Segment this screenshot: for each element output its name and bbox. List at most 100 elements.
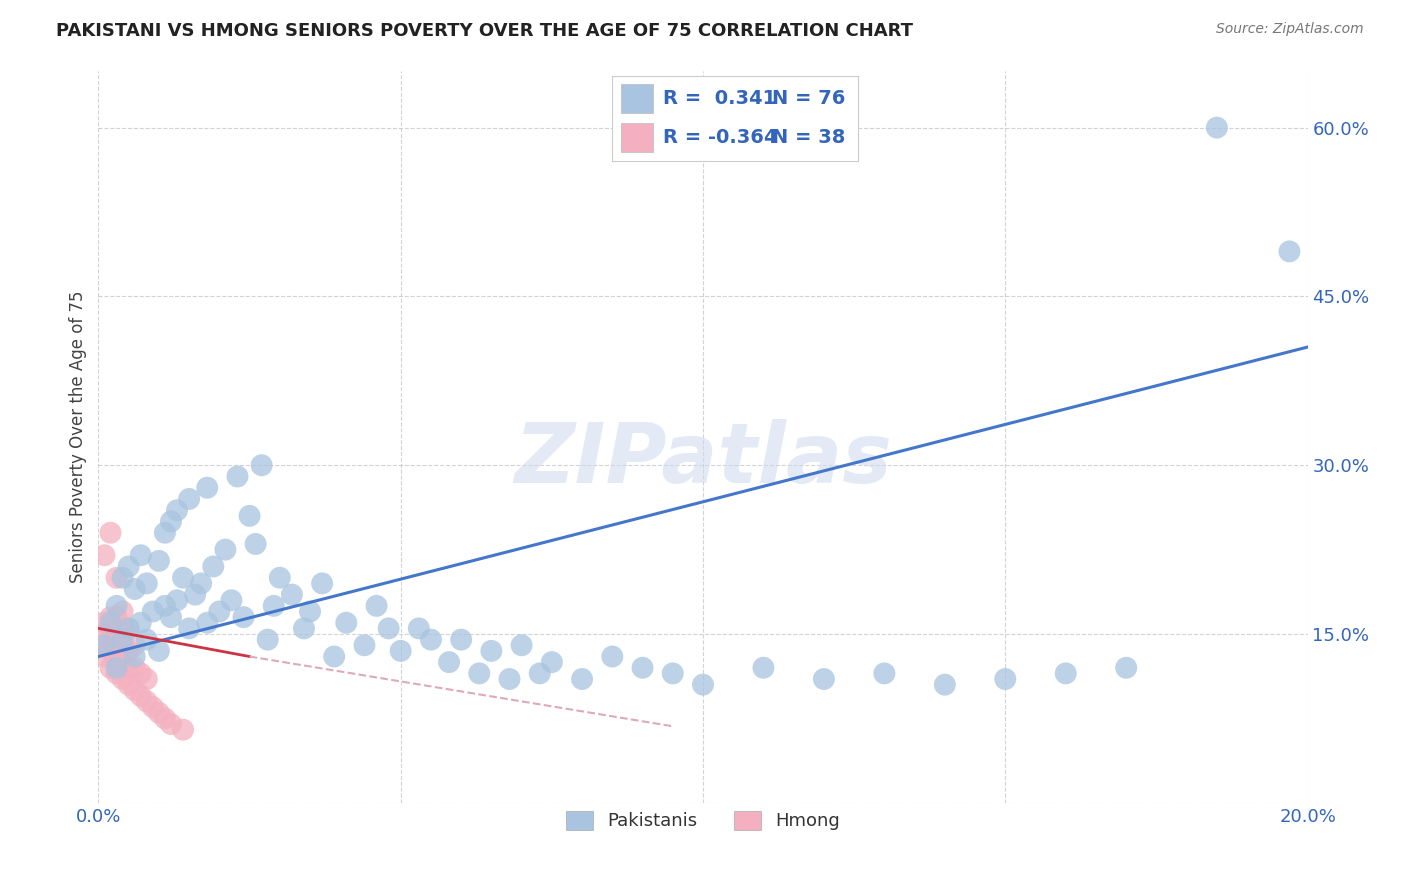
Point	[208, 605, 231, 619]
FancyBboxPatch shape	[621, 123, 654, 152]
Point	[124, 661, 146, 675]
Point	[153, 525, 176, 540]
Point	[100, 661, 122, 675]
Point	[100, 644, 122, 658]
Point	[529, 666, 551, 681]
Point	[111, 655, 134, 669]
Point	[105, 599, 128, 613]
Point	[571, 672, 593, 686]
Point	[1278, 244, 1301, 259]
Point	[214, 542, 236, 557]
Point	[692, 678, 714, 692]
Point	[1206, 120, 1229, 135]
Point	[1115, 661, 1137, 675]
Point	[377, 621, 399, 635]
Point	[269, 571, 291, 585]
Point	[148, 644, 170, 658]
Point	[105, 638, 128, 652]
Point	[93, 638, 115, 652]
Point	[437, 655, 460, 669]
Point	[179, 621, 201, 635]
Point	[100, 610, 122, 624]
Point	[232, 610, 254, 624]
Point	[281, 588, 304, 602]
Point	[221, 593, 243, 607]
Text: N = 76: N = 76	[772, 89, 845, 108]
Text: R = -0.364: R = -0.364	[664, 128, 778, 147]
Point	[118, 644, 141, 658]
Point	[389, 644, 412, 658]
Point	[226, 469, 249, 483]
Y-axis label: Seniors Poverty Over the Age of 75: Seniors Poverty Over the Age of 75	[69, 291, 87, 583]
Point	[105, 571, 128, 585]
Point	[111, 621, 134, 635]
Point	[93, 627, 115, 641]
Point	[105, 661, 128, 675]
Point	[353, 638, 375, 652]
Text: PAKISTANI VS HMONG SENIORS POVERTY OVER THE AGE OF 75 CORRELATION CHART: PAKISTANI VS HMONG SENIORS POVERTY OVER …	[56, 22, 914, 40]
Point	[481, 644, 503, 658]
Point	[118, 621, 141, 635]
Point	[111, 638, 134, 652]
Text: Source: ZipAtlas.com: Source: ZipAtlas.com	[1216, 22, 1364, 37]
Point	[299, 605, 322, 619]
Point	[124, 582, 146, 596]
Point	[124, 683, 146, 698]
Point	[166, 503, 188, 517]
Point	[160, 610, 183, 624]
Point	[111, 632, 134, 647]
Point	[160, 717, 183, 731]
Point	[105, 610, 128, 624]
Point	[239, 508, 262, 523]
Point	[166, 593, 188, 607]
Point	[256, 632, 278, 647]
Point	[118, 621, 141, 635]
Point	[118, 559, 141, 574]
Point	[93, 548, 115, 562]
Point	[142, 700, 165, 714]
Point	[1054, 666, 1077, 681]
Point	[172, 723, 194, 737]
Point	[813, 672, 835, 686]
Point	[602, 649, 624, 664]
Point	[129, 689, 152, 703]
Point	[105, 666, 128, 681]
Point	[111, 571, 134, 585]
Point	[118, 661, 141, 675]
Point	[195, 615, 218, 630]
Point	[111, 605, 134, 619]
Point	[873, 666, 896, 681]
Point	[498, 672, 520, 686]
Point	[934, 678, 956, 692]
Point	[631, 661, 654, 675]
Point	[135, 632, 157, 647]
Point	[129, 666, 152, 681]
Point	[129, 548, 152, 562]
Point	[468, 666, 491, 681]
Point	[179, 491, 201, 506]
Text: R =  0.341: R = 0.341	[664, 89, 776, 108]
Point	[142, 605, 165, 619]
Legend: Pakistanis, Hmong: Pakistanis, Hmong	[558, 804, 848, 838]
Point	[148, 554, 170, 568]
Point	[124, 638, 146, 652]
Point	[510, 638, 533, 652]
Point	[263, 599, 285, 613]
Point	[190, 576, 212, 591]
Text: N = 38: N = 38	[772, 128, 845, 147]
Point	[100, 632, 122, 647]
Point	[93, 615, 115, 630]
Point	[100, 621, 122, 635]
Point	[148, 706, 170, 720]
Point	[323, 649, 346, 664]
Point	[450, 632, 472, 647]
Point	[202, 559, 225, 574]
Point	[105, 621, 128, 635]
Point	[100, 615, 122, 630]
Point	[135, 672, 157, 686]
Point	[420, 632, 443, 647]
Point	[245, 537, 267, 551]
Point	[250, 458, 273, 473]
Point	[93, 649, 115, 664]
Point	[135, 576, 157, 591]
